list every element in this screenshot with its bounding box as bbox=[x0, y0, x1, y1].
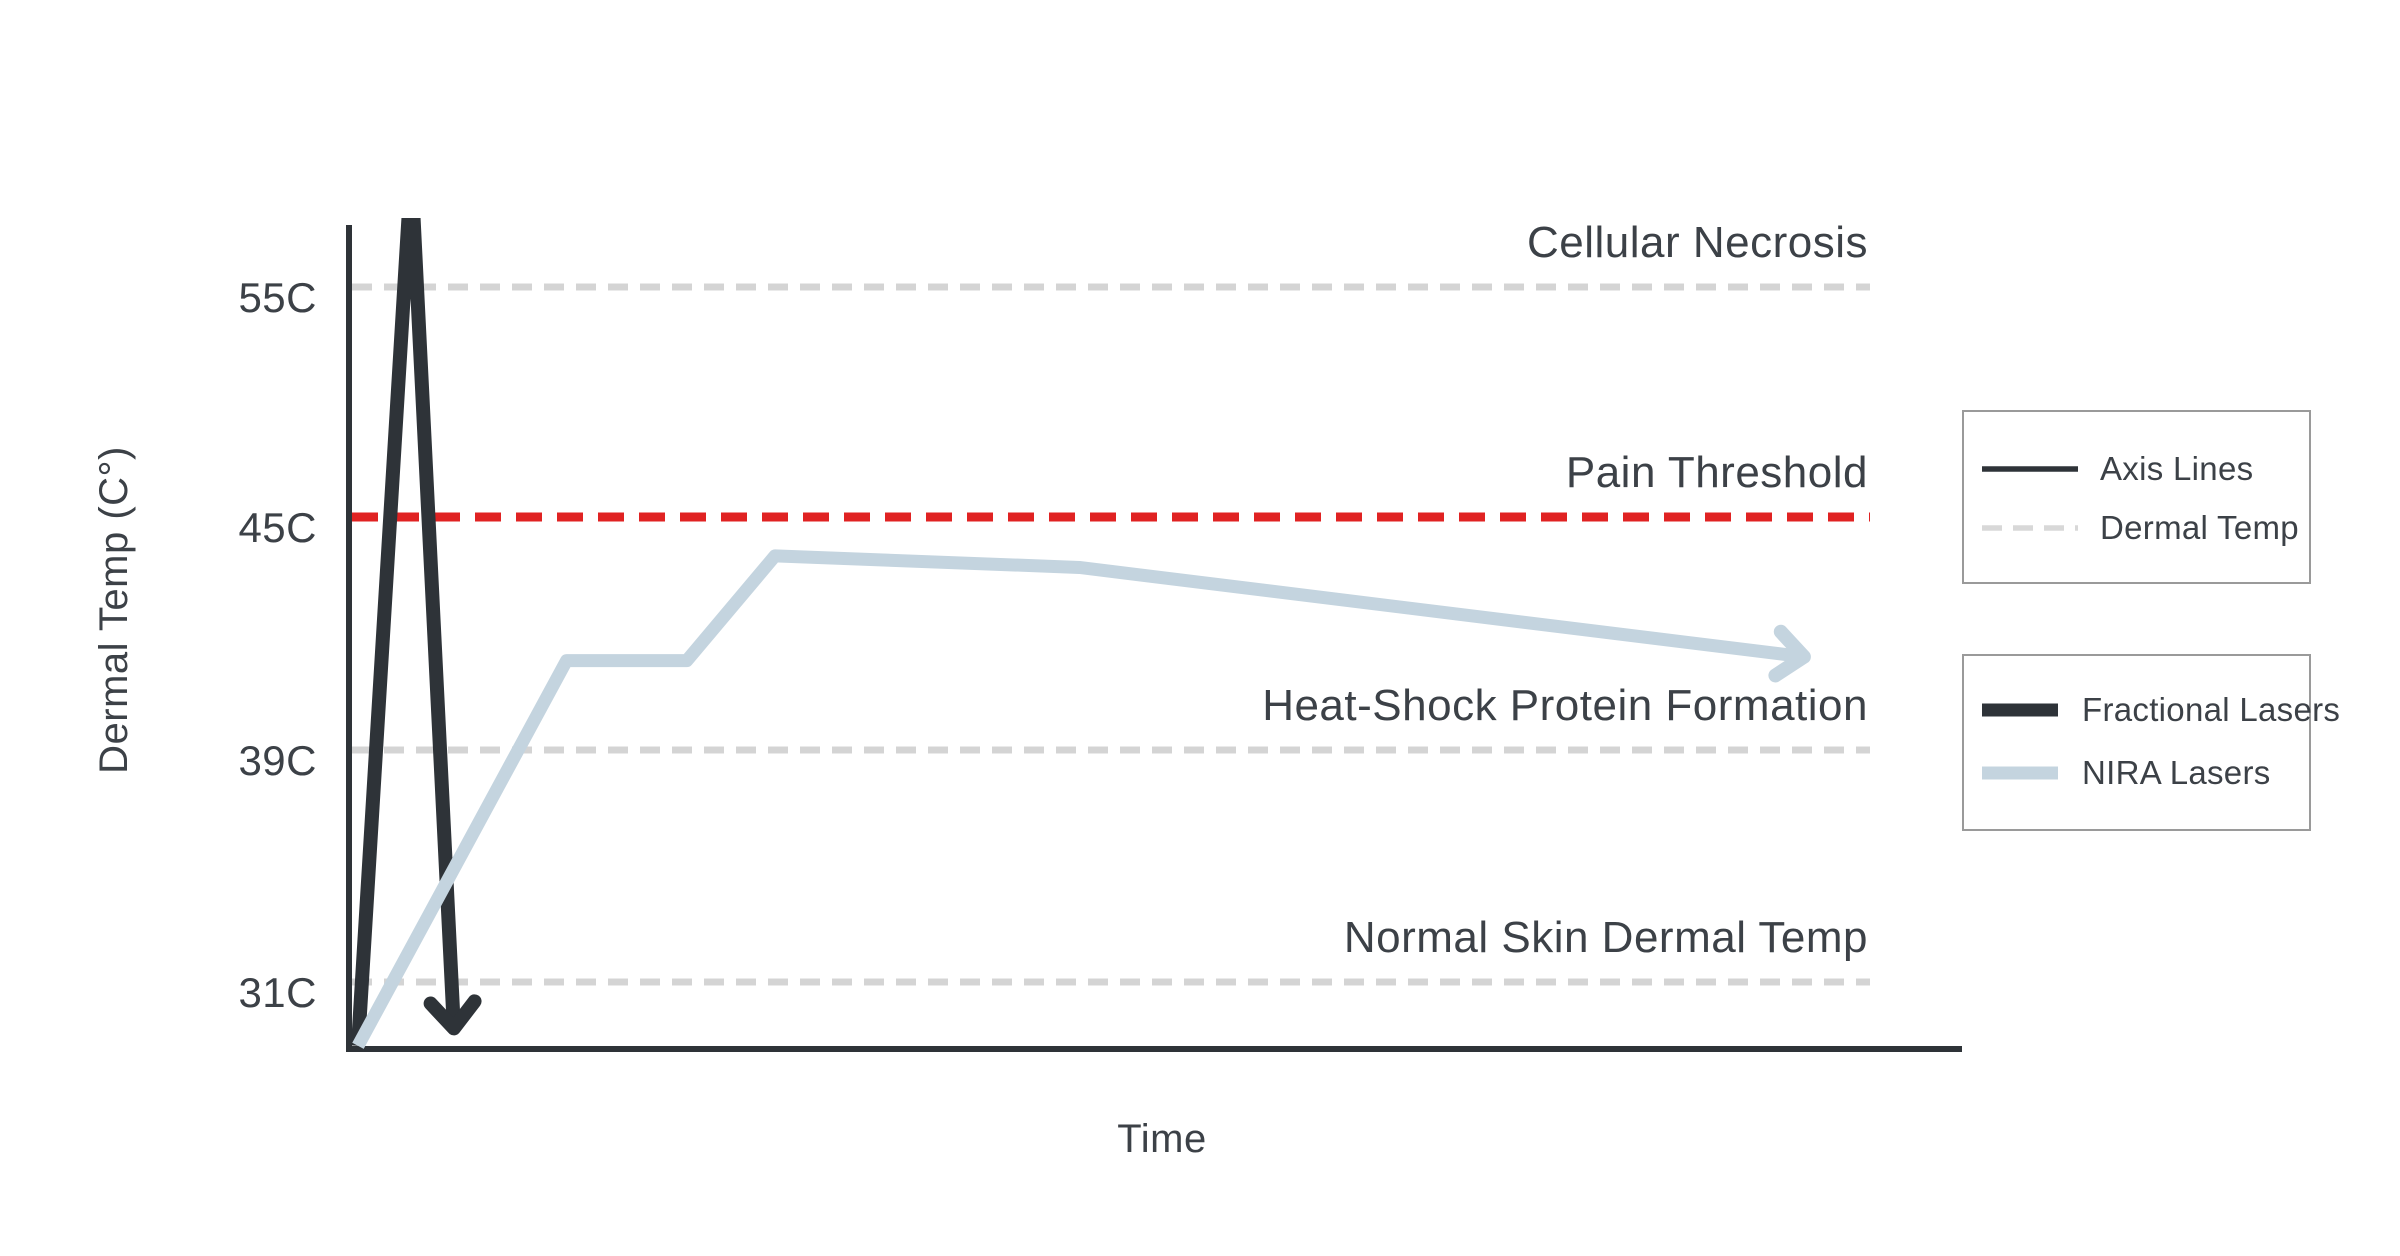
series-lines bbox=[351, 218, 1811, 1049]
y-tick-31c: 31C bbox=[238, 969, 317, 1016]
legend-label-axis-lines: Axis Lines bbox=[2100, 450, 2253, 487]
legend-box-border bbox=[1962, 654, 2311, 831]
annotation-normal-skin-temp: Normal Skin Dermal Temp bbox=[1344, 913, 1868, 962]
y-tick-45c: 45C bbox=[238, 504, 317, 551]
legend-label-nira-lasers: NIRA Lasers bbox=[2082, 754, 2271, 791]
annotation-heat-shock: Heat-Shock Protein Formation bbox=[1262, 681, 1868, 730]
y-tick-55c: 55C bbox=[238, 274, 317, 321]
series-line-0 bbox=[351, 218, 482, 1047]
legend-label-fractional-lasers: Fractional Lasers bbox=[2082, 691, 2340, 728]
y-tick-39c: 39C bbox=[238, 737, 317, 784]
series-line-1 bbox=[352, 549, 1811, 1049]
threshold-lines bbox=[352, 283, 1870, 986]
x-axis-title: Time bbox=[1117, 1117, 1206, 1161]
annotation-pain-threshold: Pain Threshold bbox=[1566, 448, 1868, 497]
legend-box-border bbox=[1962, 410, 2311, 584]
legend-series: Fractional Lasers NIRA Lasers bbox=[1962, 654, 2340, 831]
legend-line-styles: Axis Lines Dermal Temp bbox=[1962, 410, 2311, 584]
legend-label-dermal-temp: Dermal Temp bbox=[2100, 509, 2299, 546]
y-axis-title: Dermal Temp (C°) bbox=[92, 446, 136, 774]
annotation-cellular-necrosis: Cellular Necrosis bbox=[1527, 218, 1868, 267]
